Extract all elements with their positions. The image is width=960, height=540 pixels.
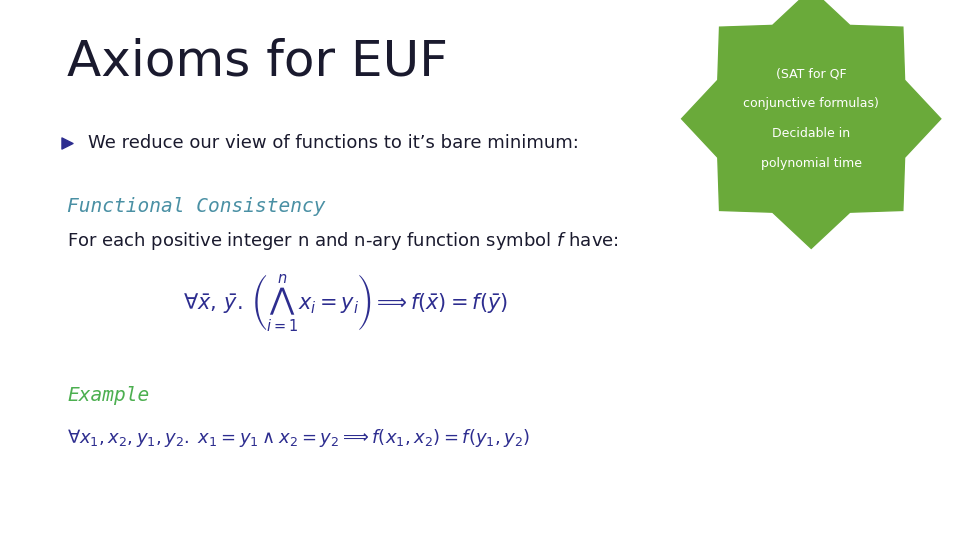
Text: conjunctive formulas): conjunctive formulas) [743,97,879,111]
Text: (SAT for QF: (SAT for QF [776,68,847,81]
Text: $\forall\bar{x},\, \bar{y}.\; \left(\bigwedge_{i=1}^{n} x_i = y_i\right) \Longri: $\forall\bar{x},\, \bar{y}.\; \left(\big… [183,272,508,333]
Text: Axioms for EUF: Axioms for EUF [67,38,448,86]
Text: For each positive integer n and n-ary function symbol $f$ have:: For each positive integer n and n-ary fu… [67,230,619,252]
Text: Example: Example [67,386,150,405]
Text: Functional Consistency: Functional Consistency [67,197,325,216]
Text: Decidable in: Decidable in [772,127,851,140]
Polygon shape [682,0,941,248]
Text: $\forall x_1, x_2, y_1, y_2.\; x_1 = y_1 \wedge x_2 = y_2 \Longrightarrow f(x_1,: $\forall x_1, x_2, y_1, y_2.\; x_1 = y_1… [67,427,530,449]
Text: We reduce our view of functions to it’s bare minimum:: We reduce our view of functions to it’s … [88,134,579,152]
Text: polynomial time: polynomial time [760,157,862,170]
